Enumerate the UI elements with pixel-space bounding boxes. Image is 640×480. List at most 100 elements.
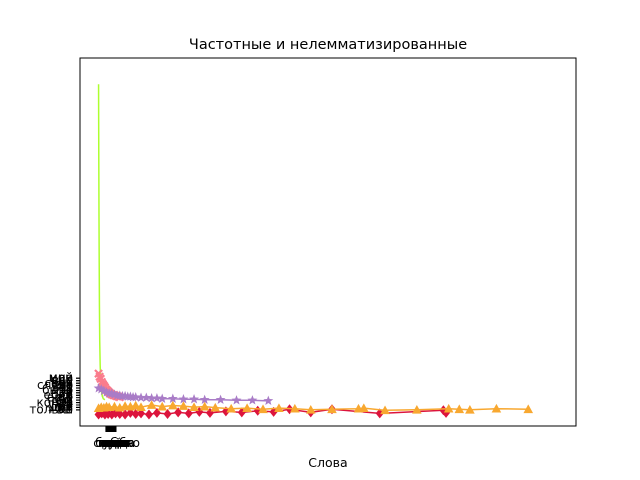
series-4: [93, 400, 534, 415]
x-tick-label: еще: [101, 436, 127, 450]
x-tick-label: на: [109, 436, 124, 450]
series-2-point: [157, 393, 168, 403]
y-tick-label: еще: [47, 390, 73, 404]
series-0-line: [97, 84, 106, 401]
series-3-point: [163, 408, 172, 419]
y-tick-label: к: [66, 397, 73, 411]
x-tick-label: мы: [102, 436, 121, 450]
y-tick-label: только: [29, 403, 73, 417]
series-4-point: [523, 404, 534, 414]
x-tick-label: да: [110, 436, 126, 450]
series-2-point: [146, 393, 157, 403]
plot-frame: [79, 57, 577, 427]
x-tick-label: где: [102, 436, 124, 450]
x-tick-label: слово: [93, 436, 129, 450]
y-tick-label: от: [59, 393, 73, 407]
series-2-point: [247, 395, 258, 405]
y-tick-label: мы: [54, 376, 73, 390]
x-tick-label: вот: [103, 436, 124, 450]
series-2-point: [189, 394, 199, 404]
x-tick-label: или: [105, 436, 128, 450]
series-4-point: [130, 400, 141, 410]
x-tick-label: бы: [110, 436, 127, 450]
series-4-point: [327, 404, 337, 414]
x-tick-label: и: [109, 436, 117, 450]
y-tick-label: он: [58, 402, 73, 416]
x-tick-label: быть: [95, 436, 126, 450]
x-tick-label: это: [104, 436, 125, 450]
x-axis-label: Слова: [308, 455, 347, 470]
series-4-point: [290, 403, 300, 413]
series-4-point: [359, 403, 369, 413]
x-tick-label: по: [108, 436, 123, 450]
y-tick-label: когда: [36, 395, 73, 409]
series-2-point: [141, 392, 152, 402]
y-tick-label: быть: [42, 383, 73, 397]
y-tick-label: как: [51, 376, 73, 390]
x-tick-label: я: [115, 436, 122, 450]
x-tick-label: к: [113, 436, 120, 450]
series-2-point: [98, 385, 109, 396]
x-tick-label: но: [111, 436, 126, 450]
series-4-point: [443, 403, 454, 413]
y-tick-label: там: [50, 393, 73, 407]
series-4-point: [189, 402, 199, 411]
x-tick-label: там: [99, 436, 122, 450]
y-tick-label: из: [59, 378, 73, 392]
x-tick-label: когда: [99, 436, 136, 450]
y-tick-label: нет: [51, 386, 73, 400]
series-group: [93, 84, 534, 420]
series-4-point: [157, 401, 168, 411]
chart-title: Частотные и нелемматизированные: [189, 37, 467, 53]
series-2-point: [199, 394, 210, 404]
series-2-point: [215, 394, 226, 404]
series-4-point: [199, 401, 210, 411]
x-tick-label: как: [102, 436, 124, 450]
y-tick-label: я: [66, 388, 73, 402]
x-tick-label: для: [102, 436, 125, 450]
x-tick-label: нет: [108, 436, 130, 450]
series-3-point: [144, 409, 153, 420]
y-tick-label: вы: [56, 402, 73, 416]
series-4-point: [226, 403, 236, 413]
plot-area: [79, 57, 577, 427]
series-4-point: [454, 404, 465, 414]
series-4-point: [178, 401, 189, 410]
y-tick-label: где: [51, 373, 73, 387]
y-tick-label: себя: [44, 376, 73, 390]
series-2-point: [231, 395, 242, 405]
x-tick-label: уже: [102, 436, 127, 450]
y-tick-label: по: [58, 390, 73, 404]
y-tick-label: вот: [52, 381, 73, 395]
series-4-point: [491, 403, 502, 413]
x-tick-label: что: [100, 436, 121, 450]
series-3-point: [131, 408, 140, 419]
x-tick-label: все: [104, 436, 125, 450]
y-tick-label: мой: [49, 371, 73, 385]
series-4-point: [146, 400, 157, 409]
y-tick-label: но: [58, 371, 73, 385]
y-tick-label: слово: [37, 378, 73, 392]
series-4-point: [465, 404, 475, 414]
x-tick-label: из: [112, 436, 126, 450]
y-tick-label: тут: [52, 400, 73, 414]
series-2-point: [178, 394, 189, 404]
x-tick-label: в: [110, 436, 117, 450]
series-0: [97, 84, 106, 401]
series-2-point: [167, 393, 178, 403]
series-4-point: [380, 405, 390, 415]
series-2-point: [151, 393, 162, 403]
series-4-point: [210, 402, 221, 412]
x-tick-label: так: [105, 436, 127, 450]
x-tick-label: себя: [105, 436, 134, 450]
series-2-point: [130, 391, 141, 402]
y-tick-label: бы: [56, 395, 73, 409]
y-tick-label: все: [52, 373, 73, 387]
series-4-point: [168, 400, 178, 410]
y-tick-label: или: [50, 371, 73, 385]
y-tick-label: на: [58, 373, 73, 387]
